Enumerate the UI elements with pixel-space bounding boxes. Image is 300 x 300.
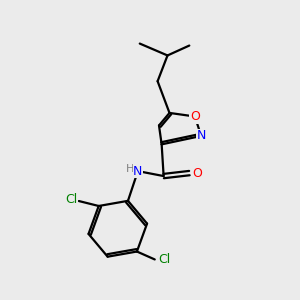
Text: O: O [192, 167, 202, 180]
Text: H: H [126, 164, 134, 174]
Text: N: N [196, 130, 206, 142]
Text: Cl: Cl [65, 193, 77, 206]
Text: N: N [133, 165, 142, 178]
Text: O: O [190, 110, 200, 123]
Text: Cl: Cl [158, 253, 171, 266]
